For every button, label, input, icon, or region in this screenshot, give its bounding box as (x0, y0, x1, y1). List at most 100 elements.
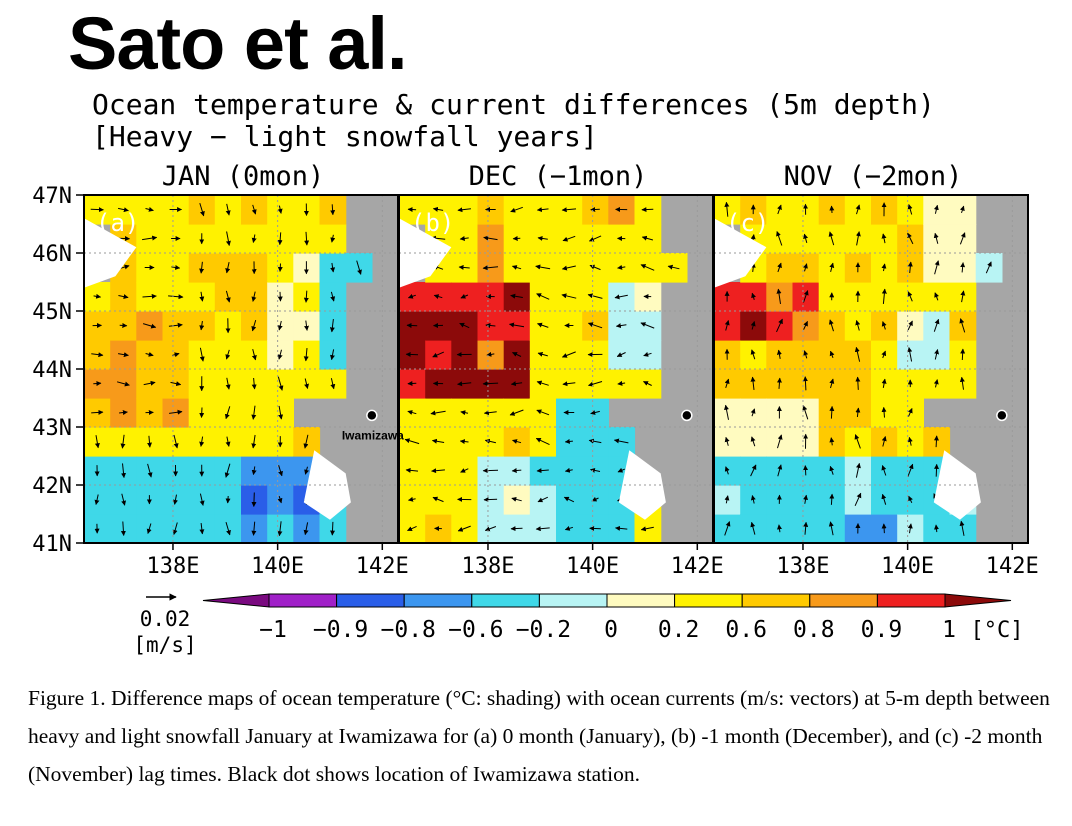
current-vector (881, 465, 887, 476)
current-vector (562, 235, 576, 242)
current-vector (613, 438, 629, 444)
panel-letter-2: (b) (411, 209, 454, 237)
current-vector (615, 525, 628, 531)
panel-frame (713, 194, 1029, 544)
current-vector (617, 264, 626, 270)
author-title: Sato et al. (68, 2, 408, 85)
current-vector (142, 293, 157, 299)
current-vector (460, 293, 469, 299)
colorbar-segment (403, 593, 473, 608)
current-vector (431, 468, 445, 474)
current-vector (776, 231, 783, 246)
colorbar-segment (336, 593, 405, 608)
current-vector (617, 467, 625, 473)
current-vector (277, 495, 283, 504)
current-vector (641, 235, 654, 241)
current-vector (724, 201, 730, 217)
current-vector (277, 205, 283, 214)
current-vector (199, 493, 205, 506)
map-panel-3 (714, 195, 1028, 543)
colorbar-segment (268, 593, 338, 608)
current-vector (640, 526, 654, 532)
current-vector (617, 380, 626, 386)
current-vector (120, 434, 126, 449)
current-vector (510, 381, 523, 387)
current-vector (407, 525, 417, 532)
current-vector (959, 520, 965, 536)
current-vector (482, 265, 499, 271)
current-vector (142, 323, 157, 329)
current-vector (803, 465, 809, 476)
current-vector (330, 349, 335, 361)
lat-tick-label: 47N (32, 184, 72, 209)
current-vector (855, 204, 861, 215)
current-vector (881, 350, 887, 359)
current-vector (277, 349, 283, 360)
current-vector (643, 351, 652, 357)
current-vector (277, 521, 283, 537)
current-vector (330, 521, 336, 536)
current-vector (91, 409, 104, 415)
current-vector (119, 410, 128, 416)
current-vector (484, 438, 497, 444)
current-vector (330, 378, 336, 390)
current-vector (224, 463, 231, 478)
current-vector (907, 232, 914, 245)
station-marker (681, 409, 693, 422)
current-vector (251, 291, 257, 302)
current-vector (724, 521, 731, 536)
colorbar-segment (741, 593, 811, 608)
current-vector (855, 376, 861, 390)
current-vector (855, 231, 861, 246)
current-vector (510, 206, 523, 213)
current-vector (750, 521, 756, 535)
current-vector (330, 204, 336, 216)
current-vector (303, 522, 309, 536)
station-marker (996, 409, 1008, 422)
current-vector (777, 524, 782, 533)
current-vector (933, 232, 939, 244)
current-vector (304, 466, 310, 475)
current-vector (330, 262, 336, 273)
current-vector (640, 322, 655, 329)
colorbar-segment (606, 593, 676, 608)
current-vector (535, 437, 550, 446)
current-vector (225, 349, 231, 360)
current-vector (564, 438, 573, 444)
current-vector (777, 204, 782, 215)
current-vector (199, 436, 205, 447)
current-vector (459, 439, 469, 445)
colorbar-segment (674, 593, 743, 608)
current-vector (304, 231, 310, 246)
current-vector (303, 348, 309, 362)
current-vector (457, 381, 472, 387)
current-vector (225, 203, 231, 216)
current-vector (776, 318, 783, 333)
current-vector (724, 404, 729, 420)
lon-tick-label: 138E (146, 554, 199, 579)
current-vector (614, 294, 628, 300)
current-vector (407, 293, 416, 299)
current-vector (828, 521, 834, 536)
current-vector (509, 409, 524, 416)
current-vector (120, 521, 126, 536)
current-vector (173, 434, 179, 449)
current-vector (564, 525, 574, 531)
current-vector (168, 322, 183, 328)
current-vector (169, 409, 183, 415)
current-vector (855, 320, 861, 331)
current-vector (330, 291, 336, 302)
current-vector (933, 318, 940, 332)
colorbar-tick-label: 0 (604, 617, 618, 643)
current-vector (829, 262, 835, 273)
current-vector (829, 205, 835, 214)
current-vector (803, 350, 809, 359)
current-vector (457, 207, 471, 213)
current-vector (564, 467, 573, 473)
current-vector (881, 436, 887, 447)
figure-subtitle: [Heavy − light snowfall years] (92, 120, 598, 153)
current-vector (170, 381, 182, 387)
current-vector (561, 293, 577, 299)
current-vector (536, 380, 549, 386)
lon-tick-label: 140E (251, 554, 304, 579)
